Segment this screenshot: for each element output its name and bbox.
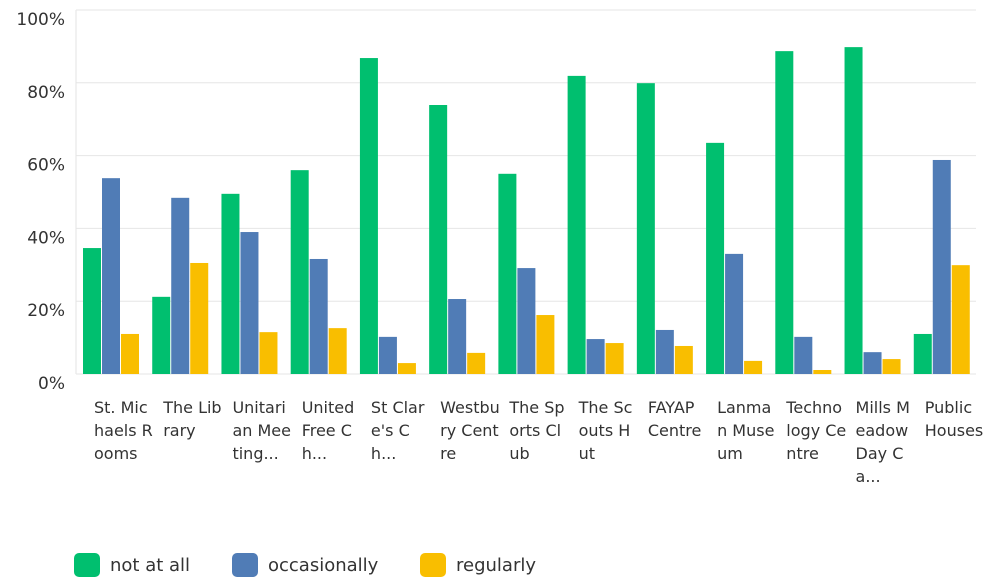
legend-swatch: [74, 553, 100, 577]
bar: [240, 232, 259, 374]
bar: [171, 197, 190, 374]
bar: [448, 299, 467, 374]
bar: [290, 170, 309, 374]
x-tick-label: Technology Centre: [786, 398, 847, 463]
bar: [498, 173, 517, 374]
x-tick-label: St Clare's Ch...: [370, 398, 425, 463]
bar: [725, 253, 744, 374]
bar: [536, 315, 555, 374]
y-tick-label: 40%: [27, 228, 65, 248]
bar: [102, 178, 120, 374]
bar: [121, 333, 139, 374]
bar: [586, 339, 605, 374]
x-tick-label: The Library: [163, 398, 222, 440]
legend-swatch: [232, 553, 258, 577]
y-tick-label: 60%: [27, 156, 65, 176]
legend-item: regularly: [420, 553, 536, 577]
y-tick-label: 100%: [16, 10, 65, 30]
bar: [328, 328, 347, 374]
bar: [359, 58, 378, 374]
x-tick-label: FAYAP Centre: [647, 398, 702, 440]
bar: [190, 262, 209, 374]
bar: [259, 332, 278, 374]
bar: [844, 47, 863, 375]
bar: [882, 359, 901, 374]
legend-item: occasionally: [232, 553, 378, 577]
legend-item: not at all: [74, 553, 190, 577]
bar: [397, 363, 416, 374]
bar: [467, 352, 486, 374]
bar: [309, 258, 328, 374]
x-tick-label: United Free Ch...: [301, 398, 355, 463]
bar: [429, 105, 448, 374]
bar: [636, 83, 655, 374]
bar: [951, 265, 970, 374]
x-tick-label: Public Houses: [924, 398, 984, 440]
bar: [221, 193, 240, 374]
bar: [706, 142, 725, 374]
legend-label: not at all: [110, 554, 191, 576]
bar: [863, 352, 882, 374]
legend-label: regularly: [456, 554, 536, 576]
bar: [744, 360, 763, 374]
x-tick-label: Mills Meadow Day Ca...: [855, 398, 910, 486]
legend-label: occasionally: [268, 554, 379, 576]
bar: [813, 369, 832, 374]
y-tick-label: 0%: [38, 374, 65, 394]
bar: [932, 159, 951, 374]
bar: [794, 336, 813, 374]
bar: [567, 75, 586, 374]
chart: 0% 20% 40% 60% 80% 100%: [16, 9, 976, 394]
bar: [378, 336, 397, 374]
bar: [655, 329, 674, 374]
x-tick-label: Unitarian Meeting...: [232, 398, 291, 463]
x-tick-label: Lanman Museum: [717, 398, 775, 463]
x-tick-label: Westbury Centre: [440, 398, 500, 463]
bar: [913, 333, 932, 374]
y-tick-label: 80%: [27, 83, 65, 103]
bar: [83, 248, 101, 374]
bar: [775, 51, 794, 375]
x-tick-label: St. Michaels Rooms: [94, 398, 153, 463]
x-tick-label: The Scouts Hut: [578, 398, 633, 463]
bar: [152, 296, 171, 374]
y-tick-label: 20%: [27, 301, 65, 321]
bar: [674, 345, 693, 374]
bar: [605, 343, 624, 374]
x-tick-label: The Sports Club: [509, 398, 565, 463]
legend-swatch: [420, 553, 446, 577]
bar: [517, 268, 536, 374]
